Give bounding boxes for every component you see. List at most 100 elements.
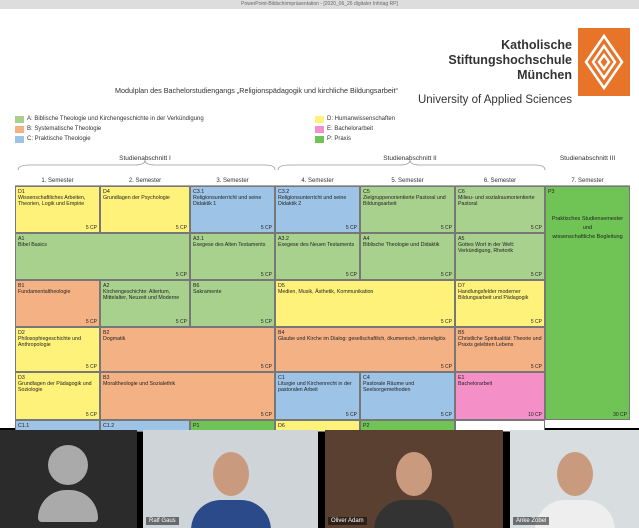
- module-title: Fundamentaltheologie: [18, 289, 71, 296]
- module-cell: D3 Grundlagen der Pädagogik und Soziologi…: [15, 372, 100, 420]
- module-cell: C3.1 Religionsunterricht und seine Didakt…: [190, 186, 275, 233]
- legend-swatch: [15, 126, 24, 133]
- module-title: Handlungsfelder moderner Bildungsarbeit …: [458, 289, 529, 302]
- module-credits: 5 CP: [260, 224, 272, 231]
- tagline: University of Applied Sciences: [417, 94, 572, 106]
- module-cell: A3.1 Exegese des Alten Testaments 5 CP: [190, 233, 275, 280]
- module-credits: 5 CP: [260, 271, 272, 278]
- module-cell: B2 Dogmatik 5 CP: [100, 327, 275, 372]
- praxis-cell: P3 Praktisches Studiensemester und wissensc…: [545, 186, 630, 420]
- module-title: Zielgruppenorientierte Pastoral und Bild…: [363, 195, 446, 208]
- module-credits: 5 CP: [530, 271, 542, 278]
- legend-label: A: Biblische Theologie und Kirchengeschi…: [27, 116, 204, 122]
- module-code: A3.2: [278, 236, 289, 242]
- module-title: Moraltheologie und Sozialethik: [103, 381, 176, 388]
- module-code: C1.2: [103, 423, 115, 429]
- module-title: Glaube und Kirche im Dialog: gesellschaf…: [278, 336, 446, 343]
- legend-swatch: [315, 136, 324, 143]
- module-code: C3.2: [278, 189, 290, 195]
- praxis-line: wissenschaftliche Begleitung: [552, 234, 623, 241]
- module-credits: 10 CP: [528, 411, 542, 418]
- semester-label: 2. Semester: [100, 178, 190, 186]
- semester-label: 5. Semester: [360, 178, 455, 186]
- praxis-line: Praktisches Studiensemester: [551, 216, 624, 223]
- module-cell: C3.2 Religionsunterricht und seine Didakt…: [275, 186, 360, 233]
- participant-face: [556, 452, 593, 496]
- module-code: E1: [458, 375, 465, 381]
- module-credits: 5 CP: [85, 318, 97, 325]
- module-credits: 5 CP: [345, 224, 357, 231]
- semester-label: 4. Semester: [275, 178, 360, 186]
- module-cell: D4 Grundlagen der Psychologie 5 CP: [100, 186, 190, 233]
- module-code: B3: [103, 375, 110, 381]
- module-cell: A3.2 Exegese des Neuen Testaments 5 CP: [275, 233, 360, 280]
- module-code: C6: [458, 189, 465, 195]
- module-code: D2: [18, 330, 25, 336]
- module-code: B2: [103, 330, 110, 336]
- module-credits: 5 CP: [260, 363, 272, 370]
- legend-swatch: [315, 116, 324, 123]
- module-title: Religionsunterricht und seine Didaktik 1: [193, 195, 262, 208]
- module-title: Religionsunterricht und seine Didaktik 2: [278, 195, 347, 208]
- module-title: Kirchengeschichte: Altertum, Mittelalter…: [103, 289, 180, 302]
- legend-swatch: [315, 126, 324, 133]
- module-code: B1: [18, 283, 25, 289]
- module-credits: 5 CP: [440, 224, 452, 231]
- section-label: Studienabschnitt I: [119, 155, 171, 162]
- module-code: D5: [278, 283, 285, 289]
- module-code: A4: [363, 236, 370, 242]
- legend-label: C: Praktische Theologie: [27, 136, 91, 142]
- module-credits: 5 CP: [530, 224, 542, 231]
- legend-label: E: Bachelorarbeit: [327, 126, 374, 132]
- module-code: D3: [18, 375, 25, 381]
- module-cell: B4 Glaube und Kirche im Dialog: gesellsch…: [275, 327, 455, 372]
- semester-label: 3. Semester: [190, 178, 275, 186]
- module-credits: 5 CP: [440, 271, 452, 278]
- module-code: D7: [458, 283, 465, 289]
- module-title: Wissenschaftliches Arbeiten, Theorien, L…: [18, 195, 86, 208]
- logo-text: Katholische Stiftungshochschule München: [448, 38, 572, 83]
- legend-swatch: [15, 116, 24, 123]
- participant-face: [396, 452, 432, 496]
- module-title: Christliche Spiritualität: Theorie und P…: [458, 336, 542, 349]
- module-cell: B6 Sakramente 5 CP: [190, 280, 275, 327]
- module-cell: E1 Bachelorarbeit 10 CP: [455, 372, 545, 420]
- module-code: A1: [18, 236, 25, 242]
- module-credits: 5 CP: [440, 363, 452, 370]
- semester-label: 7. Semester: [545, 178, 630, 186]
- module-code: A5: [458, 236, 465, 242]
- module-credits: 5 CP: [175, 224, 187, 231]
- module-code: P2: [363, 423, 370, 429]
- module-code: C1.1: [18, 423, 30, 429]
- module-title: Biblische Theologie und Didaktik: [363, 242, 440, 249]
- window-title: PowerPoint-Bildschirmpräsentation - [202…: [0, 0, 639, 9]
- module-code: C4: [363, 375, 370, 381]
- module-credits: 5 CP: [440, 318, 452, 325]
- module-cell: B3 Moraltheologie und Sozialethik 5 CP: [100, 372, 275, 420]
- module-credits: 5 CP: [175, 318, 187, 325]
- logo-line: Stiftungshochschule: [448, 53, 572, 67]
- module-credits: 5 CP: [85, 224, 97, 231]
- legend-swatch: [15, 136, 24, 143]
- module-credits: 5 CP: [530, 363, 542, 370]
- module-code: C5: [363, 189, 370, 195]
- module-code: C3.1: [193, 189, 205, 195]
- module-title: Medien, Musik, Ästhetik, Kommunikation: [278, 289, 374, 296]
- module-title: Grundlagen der Pädagogik und Soziologie: [18, 381, 92, 394]
- module-credits: 5 CP: [345, 411, 357, 418]
- module-cell: C1.2: [100, 420, 190, 432]
- participant-name: Anke Zöbel: [513, 517, 550, 525]
- module-code: D1: [18, 189, 25, 195]
- module-cell: A4 Biblische Theologie und Didaktik 5 CP: [360, 233, 455, 280]
- module-credits: 5 CP: [345, 271, 357, 278]
- module-code: P1: [193, 423, 200, 429]
- module-cell: C4 Pastorale Räume und Seelsorgemethoden 5…: [360, 372, 455, 420]
- module-title: Exegese des Alten Testaments: [193, 242, 266, 249]
- module-cell: D2 Philosophiegeschichte und Anthropologi…: [15, 327, 100, 372]
- module-title: Bachelorarbeit: [458, 381, 493, 388]
- participant-body: [190, 500, 271, 528]
- module-code: D4: [103, 189, 110, 195]
- module-code: D6: [278, 423, 285, 429]
- module-credits: 5 CP: [175, 271, 187, 278]
